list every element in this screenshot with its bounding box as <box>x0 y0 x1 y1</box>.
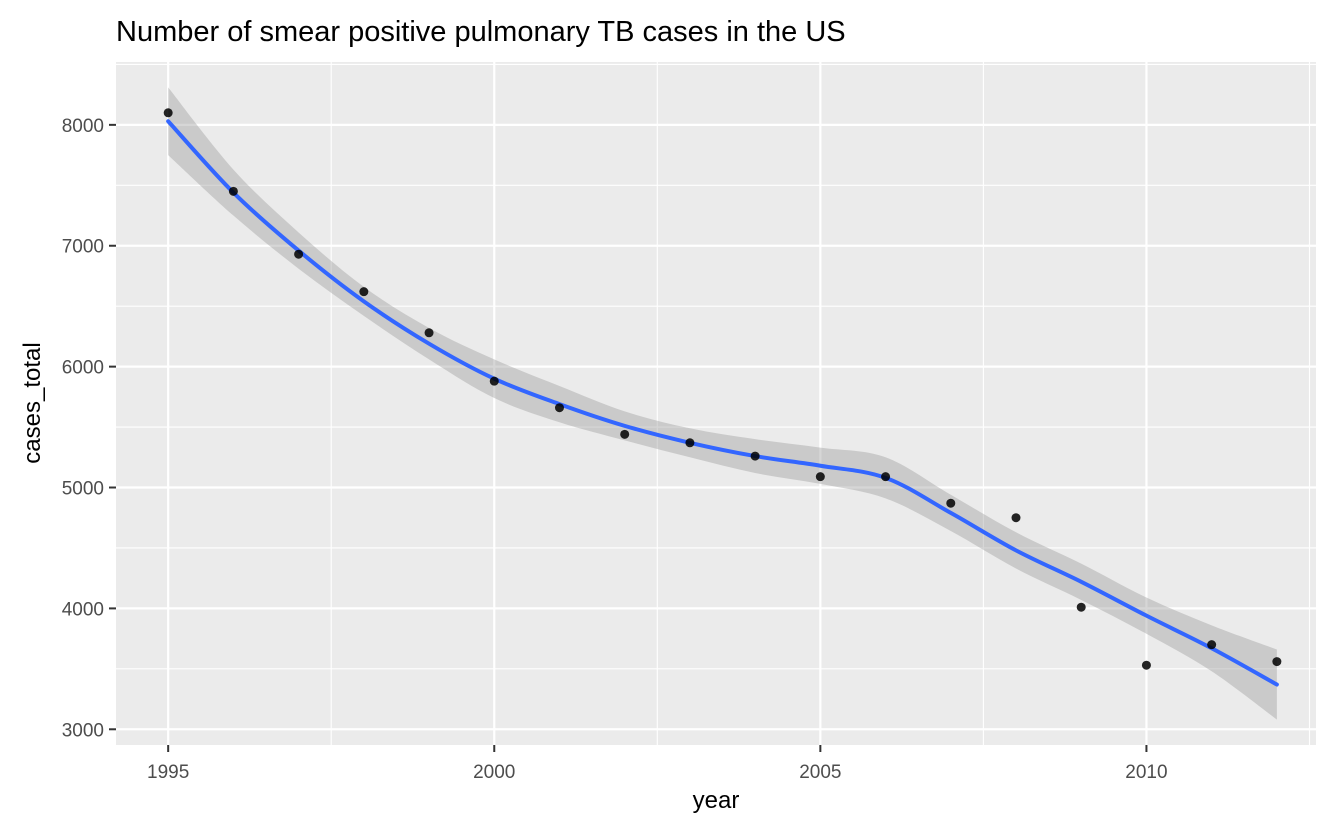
y-tick-label: 3000 <box>62 720 104 741</box>
data-points <box>163 108 1282 670</box>
y-tick-label: 8000 <box>62 116 104 137</box>
data-point <box>359 287 369 297</box>
data-point <box>1011 513 1021 523</box>
data-point <box>881 472 891 482</box>
data-point <box>620 429 630 439</box>
x-tick-label: 2010 <box>1125 762 1167 783</box>
smooth-line <box>166 119 1279 687</box>
data-point <box>750 451 760 461</box>
data-point <box>489 376 499 386</box>
data-point <box>1207 640 1217 650</box>
chart-title: Number of smear positive pulmonary TB ca… <box>116 16 846 48</box>
data-point <box>946 498 956 508</box>
x-tick-label: 2005 <box>799 762 841 783</box>
grid-major <box>116 62 1316 745</box>
y-axis: 3000 4000 5000 6000 7000 8000 <box>62 116 116 741</box>
data-point <box>1141 660 1151 670</box>
y-tick-label: 7000 <box>62 237 104 258</box>
y-tick-label: 5000 <box>62 479 104 500</box>
x-tick-label: 1995 <box>147 762 189 783</box>
data-point <box>1076 602 1086 612</box>
plot-panel <box>116 62 1316 745</box>
y-axis-title: cases_total <box>19 342 46 463</box>
data-point <box>815 472 825 482</box>
x-tick-label: 2000 <box>473 762 515 783</box>
x-axis-title: year <box>693 787 740 814</box>
grid-minor <box>116 62 1316 745</box>
x-axis: 1995 2000 2005 2010 <box>147 745 1168 783</box>
y-tick-label: 4000 <box>62 599 104 620</box>
data-point <box>424 328 434 338</box>
data-point <box>554 403 564 413</box>
data-point <box>228 186 238 196</box>
data-point <box>1272 657 1282 667</box>
data-point <box>294 249 304 259</box>
data-point <box>163 108 173 118</box>
y-tick-label: 6000 <box>62 358 104 379</box>
data-point <box>685 438 695 448</box>
